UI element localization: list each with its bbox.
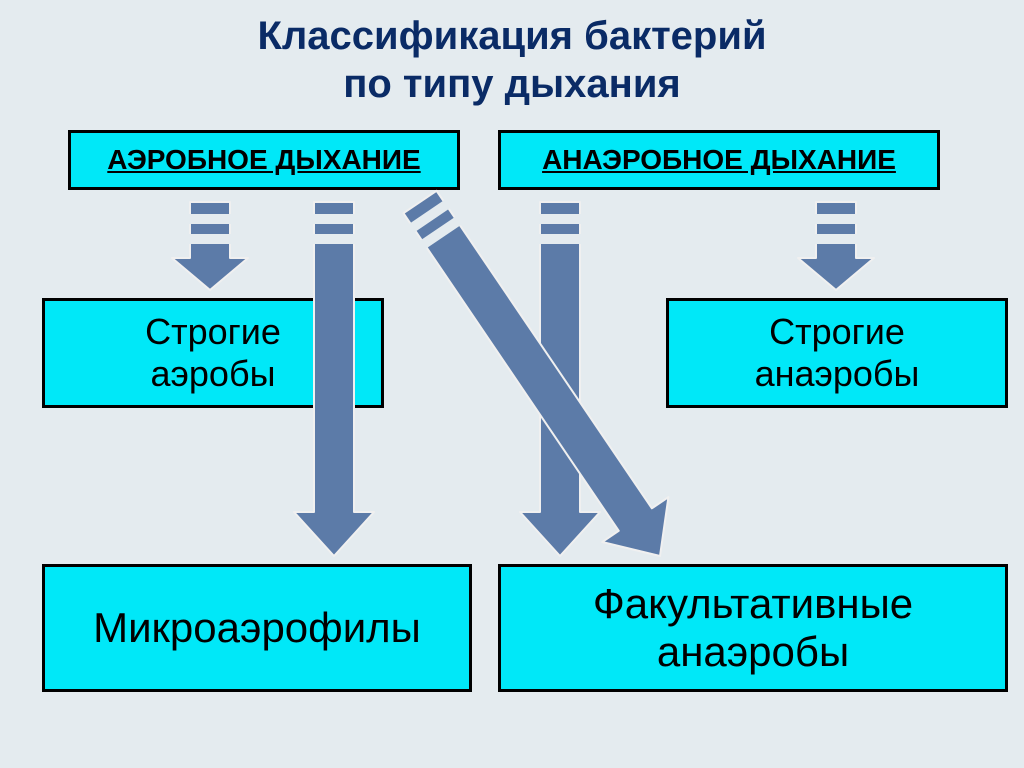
arrow-short-1 [798,202,874,290]
box-label: Строгиеаэробы [145,311,281,395]
arrow-long-1 [520,202,600,556]
arrow-dash-gap [408,199,452,233]
arrow-dash-gap [537,214,583,224]
title-line2: по типу дыхания [0,60,1024,108]
title-line1: Классификация бактерий [0,12,1024,60]
box-aerobic-header: АЭРОБНОЕ ДЫХАНИЕ [68,130,460,190]
box-microaerophiles: Микроаэрофилы [42,564,472,692]
box-label: Факультативныеанаэробы [593,580,913,676]
arrow-dash-gap [187,214,233,224]
box-facultative: Факультативныеанаэробы [498,564,1008,692]
arrow-dash-gap [311,214,357,224]
box-label: АНАЭРОБНОЕ ДЫХАНИЕ [542,144,896,176]
box-strict-anaerobes: Строгиеанаэробы [666,298,1008,408]
box-strict-aerobes: Строгиеаэробы [42,298,384,408]
box-anaerobic-header: АНАЭРОБНОЕ ДЫХАНИЕ [498,130,940,190]
arrow-dash-gap [537,234,583,244]
arrow-dash-gap [419,216,463,250]
arrow-dash-gap [187,234,233,244]
page-title: Классификация бактерий по типу дыхания [0,12,1024,108]
box-label: Строгиеанаэробы [755,311,920,395]
arrow-short-0 [172,202,248,290]
arrow-diagonal [387,180,693,579]
box-label: АЭРОБНОЕ ДЫХАНИЕ [107,144,420,176]
arrow-dash-gap [813,234,859,244]
arrow-dash-gap [813,214,859,224]
arrow-dash-gap [311,234,357,244]
box-label: Микроаэрофилы [93,604,421,652]
